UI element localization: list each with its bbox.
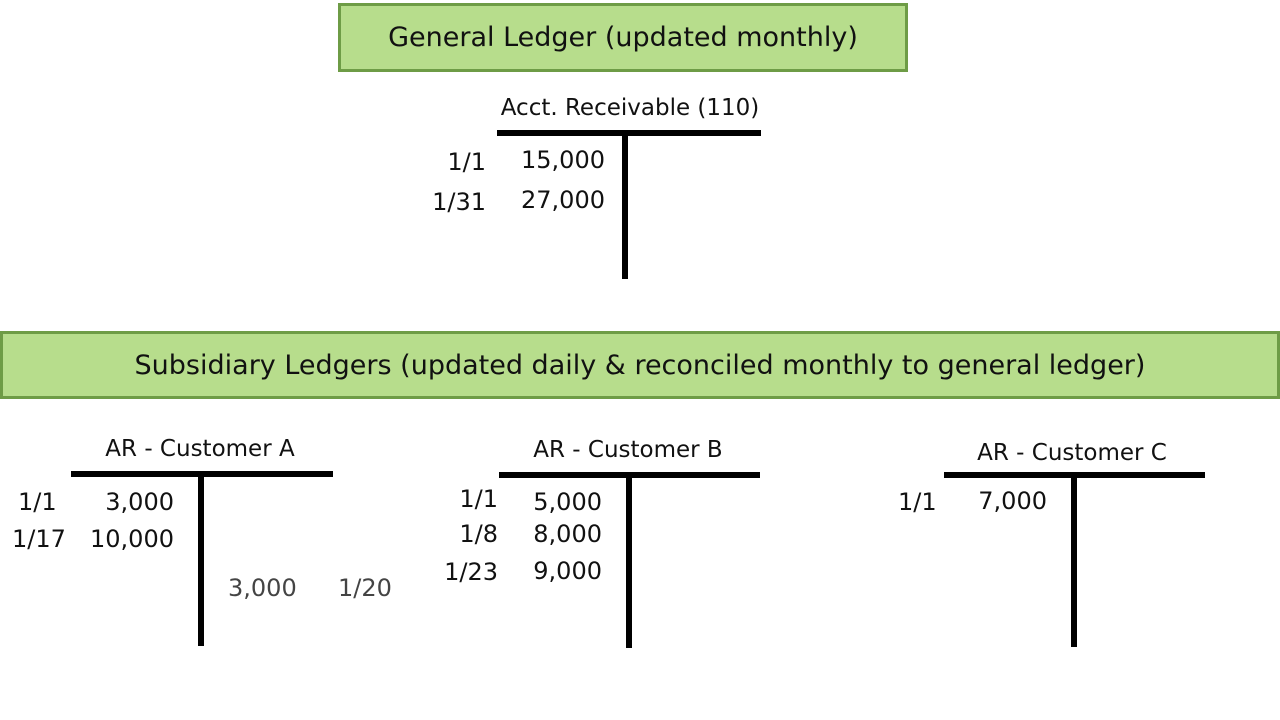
t-account-divider [198, 471, 204, 646]
debit-amount: 7,000 [978, 487, 1047, 515]
t-account-top-bar [497, 130, 761, 136]
debit-date: 1/23 [444, 558, 498, 586]
debit-date: 1/1 [447, 148, 486, 176]
general-ledger-banner: General Ledger (updated monthly) [338, 3, 908, 72]
debit-amount: 8,000 [533, 520, 602, 548]
subsidiary-ledgers-banner: Subsidiary Ledgers (updated daily & reco… [0, 331, 1280, 399]
t-account-divider [626, 472, 632, 648]
t-account-title: AR - Customer B [533, 437, 723, 463]
debit-amount: 10,000 [90, 525, 174, 553]
debit-date: 1/17 [12, 525, 66, 553]
debit-date: 1/1 [459, 485, 498, 513]
general-ledger-banner-label: General Ledger (updated monthly) [388, 22, 858, 53]
debit-amount: 3,000 [105, 488, 174, 516]
debit-date: 1/1 [18, 488, 57, 516]
t-account-divider [622, 130, 628, 279]
debit-date: 1/8 [459, 520, 498, 548]
t-account-title: AR - Customer C [977, 440, 1167, 466]
t-account-title: Acct. Receivable (110) [500, 95, 760, 121]
debit-amount: 15,000 [521, 146, 605, 174]
subsidiary-ledgers-banner-label: Subsidiary Ledgers (updated daily & reco… [134, 349, 1146, 381]
t-account-divider [1071, 472, 1077, 647]
debit-date: 1/1 [898, 488, 937, 516]
debit-amount: 5,000 [533, 488, 602, 516]
debit-amount: 9,000 [533, 557, 602, 585]
credit-amount: 3,000 [228, 574, 297, 602]
debit-amount: 27,000 [521, 186, 605, 214]
credit-date: 1/20 [338, 574, 392, 602]
debit-date: 1/31 [432, 188, 486, 216]
t-account-title: AR - Customer A [105, 436, 295, 462]
